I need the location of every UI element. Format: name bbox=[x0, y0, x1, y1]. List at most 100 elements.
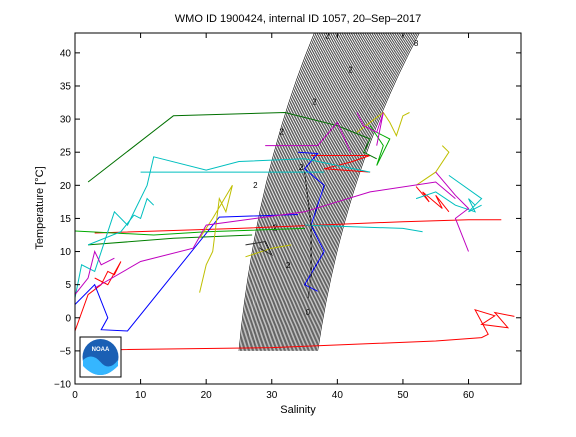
density-contour bbox=[254, 32, 337, 351]
contour-label: 2 bbox=[325, 31, 330, 40]
density-contour bbox=[305, 32, 404, 351]
density-contour bbox=[289, 32, 383, 351]
y-tick-label: 25 bbox=[60, 148, 72, 159]
density-contour bbox=[268, 32, 354, 351]
density-contour bbox=[272, 32, 360, 351]
density-contour bbox=[250, 32, 331, 351]
profile-series-line bbox=[448, 174, 483, 213]
density-contour-labels: 0 2 2 2 2 2 2 2 2 8 bbox=[253, 31, 419, 317]
density-contour bbox=[265, 32, 351, 351]
profile-series-line bbox=[74, 214, 299, 332]
profile-series-line bbox=[369, 125, 391, 166]
y-tick-label: 20 bbox=[60, 181, 72, 192]
density-contour bbox=[270, 32, 358, 351]
density-contour bbox=[266, 32, 353, 351]
density-contour bbox=[253, 32, 335, 351]
density-contour bbox=[286, 32, 379, 351]
logo-wave bbox=[83, 356, 118, 375]
density-contour bbox=[260, 32, 344, 351]
profile-series-line bbox=[88, 234, 253, 246]
density-contour bbox=[277, 32, 367, 351]
density-contour bbox=[292, 32, 386, 351]
profile-series-line bbox=[74, 261, 122, 332]
density-contour bbox=[248, 32, 328, 351]
profile-series-line bbox=[265, 121, 351, 153]
x-tick-label: 50 bbox=[397, 390, 409, 401]
logo-text: NOAA bbox=[92, 347, 110, 353]
density-contour bbox=[240, 32, 317, 351]
profile-series-line bbox=[415, 191, 477, 213]
density-contour bbox=[269, 32, 356, 351]
density-contour bbox=[276, 32, 365, 351]
density-contour bbox=[278, 32, 369, 351]
y-tick-label: 35 bbox=[60, 81, 72, 92]
contour-label: 2 bbox=[348, 66, 353, 75]
profile-series-line bbox=[87, 111, 377, 183]
density-contour bbox=[280, 32, 370, 351]
profile-series-line bbox=[245, 244, 292, 258]
density-contour bbox=[300, 32, 397, 351]
density-contour bbox=[301, 32, 399, 351]
density-contour bbox=[306, 32, 406, 351]
density-contours bbox=[238, 32, 420, 351]
profile-series-line bbox=[304, 224, 423, 233]
density-contour bbox=[252, 32, 333, 351]
density-contour bbox=[302, 32, 401, 351]
density-contour bbox=[282, 32, 374, 351]
contour-label: 2 bbox=[312, 98, 317, 107]
contour-label: 2 bbox=[286, 261, 291, 270]
profile-series-line bbox=[120, 308, 515, 351]
density-contour bbox=[314, 32, 417, 351]
density-contour bbox=[246, 32, 326, 351]
profile-series-line bbox=[435, 171, 470, 252]
contour-label: 2 bbox=[253, 181, 258, 190]
x-tick-label: 30 bbox=[266, 390, 278, 401]
profile-series-line bbox=[356, 112, 384, 146]
density-contour bbox=[297, 32, 393, 351]
profile-series-line bbox=[297, 151, 325, 292]
y-tick-label: 0 bbox=[65, 313, 71, 324]
density-contour bbox=[245, 32, 324, 351]
y-tick-label: 30 bbox=[60, 115, 72, 126]
density-contour bbox=[308, 32, 408, 351]
density-contour bbox=[296, 32, 392, 351]
density-contour bbox=[241, 32, 319, 351]
density-contour bbox=[281, 32, 372, 351]
density-contour bbox=[304, 32, 402, 351]
profile-series-line bbox=[199, 185, 233, 293]
profile-series-line bbox=[415, 145, 450, 186]
density-contour bbox=[244, 32, 322, 351]
profile-series-line bbox=[356, 111, 410, 138]
density-contour bbox=[316, 32, 418, 351]
y-tick-label: −10 bbox=[54, 380, 71, 391]
noaa-logo: NOAA bbox=[79, 336, 122, 378]
profile-series-line bbox=[304, 172, 312, 298]
contour-label: 2 bbox=[299, 163, 304, 172]
x-tick-label: 10 bbox=[135, 390, 147, 401]
x-tick-label: 20 bbox=[201, 390, 213, 401]
x-axis-label: Salinity bbox=[280, 404, 316, 416]
density-contour bbox=[257, 32, 340, 351]
contour-label: 2 bbox=[279, 127, 284, 136]
density-contour bbox=[264, 32, 349, 351]
density-contour bbox=[262, 32, 347, 351]
profile-series-line bbox=[245, 241, 273, 257]
density-contour bbox=[249, 32, 329, 351]
x-tick-label: 60 bbox=[463, 390, 475, 401]
contour-label: 0 bbox=[306, 308, 311, 317]
plot-frame bbox=[74, 32, 522, 385]
density-contour bbox=[290, 32, 385, 351]
profile-series-line bbox=[74, 250, 115, 295]
density-contour bbox=[285, 32, 377, 351]
density-contour bbox=[258, 32, 342, 351]
density-contour bbox=[298, 32, 395, 351]
density-contour bbox=[317, 32, 420, 351]
profile-series-line bbox=[94, 181, 456, 289]
density-contour bbox=[256, 32, 338, 351]
profile-series-line bbox=[94, 219, 502, 234]
density-contour bbox=[242, 32, 321, 351]
series-group bbox=[74, 111, 515, 351]
